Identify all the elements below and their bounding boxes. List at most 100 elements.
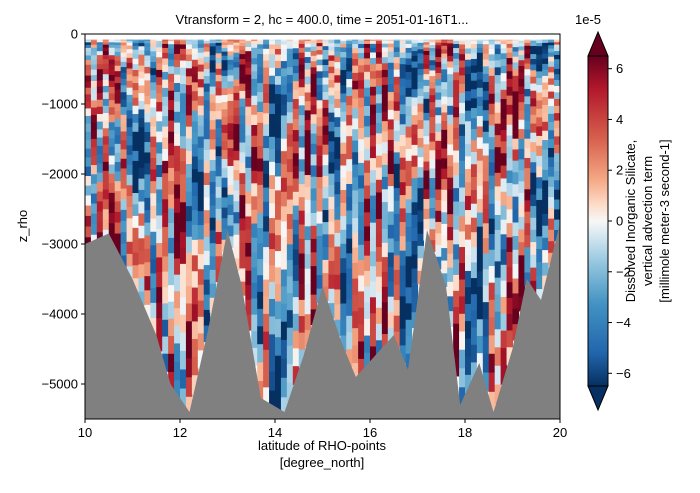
heatmap-cell [304,110,312,121]
heatmap-cell [316,155,324,167]
heatmap-cell [263,313,270,333]
heatmap-cell [185,286,193,305]
heatmap-cell [554,68,560,75]
heatmap-cell [280,339,288,360]
heatmap-cell [453,80,460,90]
heatmap-cell [465,100,472,112]
heatmap-cell [530,132,537,143]
heatmap-cell [500,280,508,298]
heatmap-cell [488,218,496,235]
heatmap-cell [209,159,217,172]
heatmap-cell [257,243,264,260]
heatmap-cell [286,199,294,215]
heatmap-cell [506,43,514,49]
heatmap-cell [328,66,335,74]
heatmap-cell [316,177,324,189]
heatmap-cell [346,79,353,88]
heatmap-cell [233,45,240,50]
heatmap-cell [227,175,235,186]
heatmap-cell [304,43,312,48]
heatmap-cell [328,141,335,153]
heatmap-cell [316,65,324,72]
heatmap-cell [292,330,300,349]
heatmap-cell [298,39,306,42]
heatmap-cell [126,118,134,128]
heatmap-cell [482,155,490,169]
heatmap-cell [370,41,377,45]
heatmap-cell [417,245,425,259]
heatmap-cell [138,127,145,138]
heatmap-cell [352,278,359,296]
heatmap-cell [180,75,187,85]
heatmap-cell [500,234,508,250]
heatmap-cell [500,73,508,82]
heatmap-cell [233,57,240,63]
heatmap-cell [162,241,169,257]
heatmap-cell [405,137,413,150]
heatmap-cell [168,59,175,67]
heatmap-cell [405,353,413,372]
heatmap-cell [364,79,371,89]
heatmap-cell [476,79,484,89]
heatmap-cell [536,177,543,190]
heatmap-cell [102,40,110,43]
heatmap-cell [120,40,128,44]
heatmap-cell [150,51,157,57]
heatmap-cell [554,136,560,146]
heatmap-cell [221,42,229,46]
heatmap-cell [453,58,460,66]
heatmap-cell [554,98,560,107]
heatmap-cell [298,96,306,106]
heatmap-cell [375,247,383,263]
heatmap-cell [364,185,371,200]
heatmap-cell [257,60,264,68]
heatmap-cell [132,122,140,133]
heatmap-cell [548,218,555,231]
heatmap-cell [488,372,496,393]
heatmap-cell [411,241,419,256]
heatmap-cell [191,224,199,241]
heatmap-cell [251,87,258,97]
heatmap-cell [453,44,460,49]
heatmap-cell [162,58,169,66]
heatmap-cell [352,164,359,178]
heatmap-cell [352,190,359,205]
heatmap-cell [90,174,98,185]
heatmap-cell [512,324,520,341]
heatmap-cell [221,70,229,77]
heatmap-cell [322,49,330,56]
heatmap-cell [269,39,276,42]
heatmap-cell [162,41,169,45]
heatmap-cell [191,110,199,123]
heatmap-cell [352,363,359,382]
heatmap-cell [548,61,555,68]
heatmap-cell [441,39,448,42]
heatmap-cell [548,45,555,50]
heatmap-cell [239,206,246,219]
heatmap-cell [263,83,270,94]
heatmap-cell [292,165,300,180]
heatmap-cell [180,332,187,352]
heatmap-cell [162,287,169,304]
heatmap-cell [144,55,151,62]
heatmap-cell [381,228,389,244]
heatmap-cell [102,98,110,107]
heatmap-cell [215,186,223,199]
heatmap-cell [120,92,128,101]
heatmap-cell [102,42,110,46]
heatmap-cell [530,58,537,66]
heatmap-cell [542,104,549,114]
heatmap-cell [310,252,318,267]
heatmap-cell [500,348,508,367]
heatmap-cell [476,137,484,150]
heatmap-cell [191,66,199,75]
heatmap-cell [180,280,187,298]
heatmap-cell [512,56,520,64]
heatmap-cell [209,170,217,183]
heatmap-cell [482,319,490,338]
heatmap-cell [85,101,92,110]
heatmap-cell [459,187,466,203]
heatmap-cell [275,267,282,285]
heatmap-cell [530,42,537,47]
heatmap-cell [340,39,347,42]
